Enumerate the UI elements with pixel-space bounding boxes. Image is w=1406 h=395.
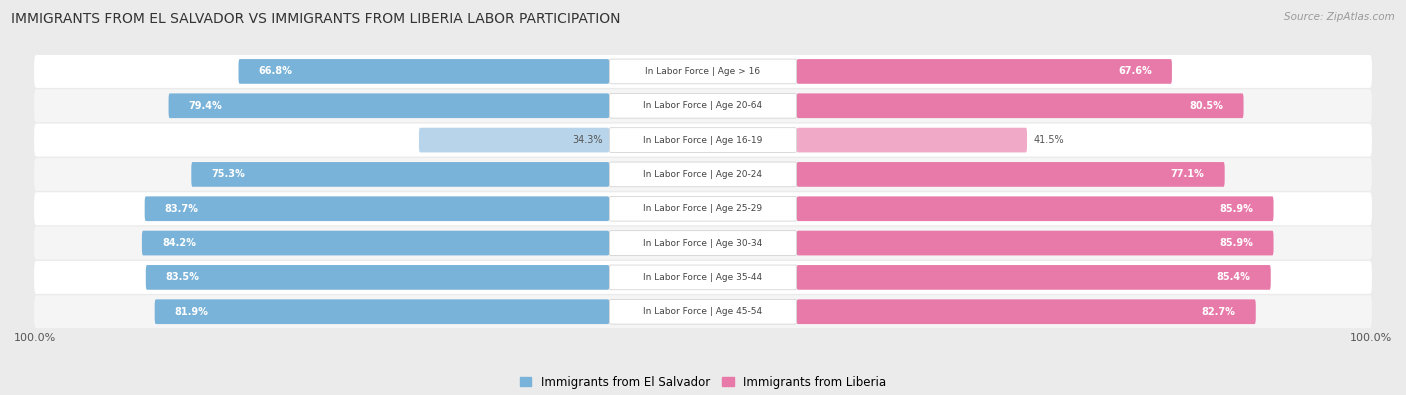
FancyBboxPatch shape [609, 93, 797, 118]
FancyBboxPatch shape [797, 59, 1173, 84]
FancyBboxPatch shape [609, 299, 797, 324]
Text: 79.4%: 79.4% [188, 101, 222, 111]
Text: In Labor Force | Age 25-29: In Labor Force | Age 25-29 [644, 204, 762, 213]
Text: In Labor Force | Age 30-34: In Labor Force | Age 30-34 [644, 239, 762, 248]
Text: 85.9%: 85.9% [1219, 204, 1254, 214]
FancyBboxPatch shape [609, 196, 797, 221]
FancyBboxPatch shape [609, 128, 797, 152]
Text: In Labor Force | Age > 16: In Labor Force | Age > 16 [645, 67, 761, 76]
Text: 77.1%: 77.1% [1171, 169, 1205, 179]
FancyBboxPatch shape [34, 192, 1372, 225]
FancyBboxPatch shape [797, 93, 1243, 118]
FancyBboxPatch shape [34, 158, 1372, 191]
FancyBboxPatch shape [142, 231, 609, 256]
Text: In Labor Force | Age 20-24: In Labor Force | Age 20-24 [644, 170, 762, 179]
FancyBboxPatch shape [419, 128, 609, 152]
FancyBboxPatch shape [797, 231, 1274, 256]
Text: IMMIGRANTS FROM EL SALVADOR VS IMMIGRANTS FROM LIBERIA LABOR PARTICIPATION: IMMIGRANTS FROM EL SALVADOR VS IMMIGRANT… [11, 12, 620, 26]
Text: 82.7%: 82.7% [1202, 307, 1236, 317]
FancyBboxPatch shape [191, 162, 609, 187]
FancyBboxPatch shape [169, 93, 609, 118]
Text: 83.5%: 83.5% [166, 273, 200, 282]
FancyBboxPatch shape [239, 59, 609, 84]
FancyBboxPatch shape [34, 55, 1372, 88]
FancyBboxPatch shape [145, 196, 609, 221]
FancyBboxPatch shape [797, 299, 1256, 324]
Text: 85.4%: 85.4% [1216, 273, 1251, 282]
Text: 81.9%: 81.9% [174, 307, 208, 317]
Text: 41.5%: 41.5% [1033, 135, 1064, 145]
Text: 100.0%: 100.0% [14, 333, 56, 343]
Text: 75.3%: 75.3% [211, 169, 245, 179]
FancyBboxPatch shape [609, 59, 797, 84]
Text: 66.8%: 66.8% [259, 66, 292, 76]
FancyBboxPatch shape [146, 265, 609, 290]
Text: 85.9%: 85.9% [1219, 238, 1254, 248]
Text: 83.7%: 83.7% [165, 204, 198, 214]
Text: In Labor Force | Age 16-19: In Labor Force | Age 16-19 [644, 135, 762, 145]
FancyBboxPatch shape [797, 162, 1225, 187]
FancyBboxPatch shape [609, 265, 797, 290]
FancyBboxPatch shape [609, 231, 797, 256]
Legend: Immigrants from El Salvador, Immigrants from Liberia: Immigrants from El Salvador, Immigrants … [515, 371, 891, 393]
FancyBboxPatch shape [34, 89, 1372, 122]
Text: 67.6%: 67.6% [1118, 66, 1152, 76]
Text: In Labor Force | Age 20-64: In Labor Force | Age 20-64 [644, 101, 762, 110]
FancyBboxPatch shape [155, 299, 609, 324]
Text: 80.5%: 80.5% [1189, 101, 1223, 111]
Text: 34.3%: 34.3% [572, 135, 603, 145]
FancyBboxPatch shape [34, 295, 1372, 328]
FancyBboxPatch shape [797, 128, 1026, 152]
Text: In Labor Force | Age 45-54: In Labor Force | Age 45-54 [644, 307, 762, 316]
FancyBboxPatch shape [34, 124, 1372, 156]
FancyBboxPatch shape [34, 261, 1372, 294]
FancyBboxPatch shape [797, 196, 1274, 221]
FancyBboxPatch shape [34, 227, 1372, 260]
Text: In Labor Force | Age 35-44: In Labor Force | Age 35-44 [644, 273, 762, 282]
FancyBboxPatch shape [609, 162, 797, 187]
Text: Source: ZipAtlas.com: Source: ZipAtlas.com [1284, 12, 1395, 22]
Text: 100.0%: 100.0% [1350, 333, 1392, 343]
FancyBboxPatch shape [797, 265, 1271, 290]
Text: 84.2%: 84.2% [162, 238, 195, 248]
